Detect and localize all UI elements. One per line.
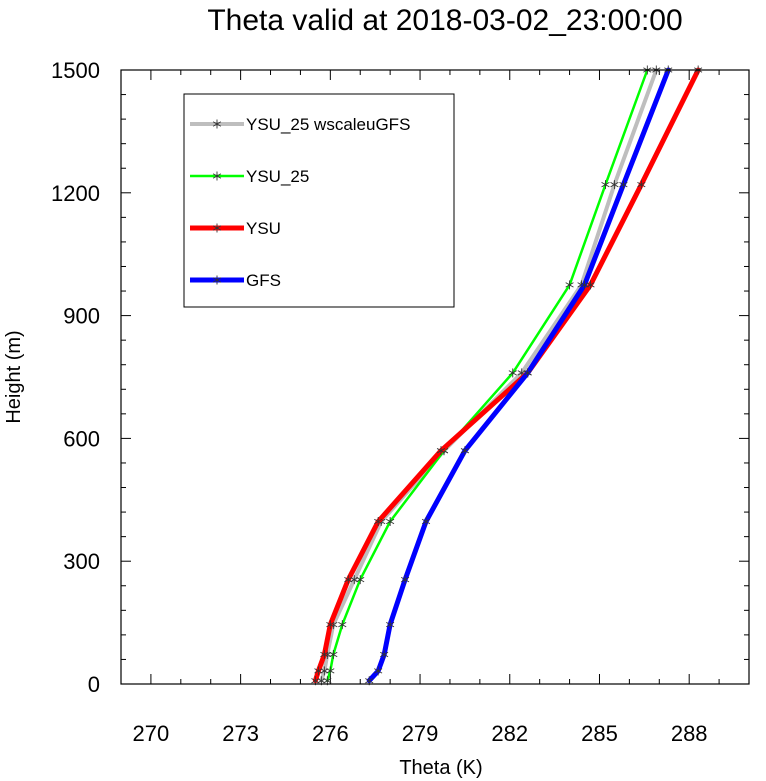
chart-title: Theta valid at 2018-03-02_23:00:00 xyxy=(207,4,682,37)
data-point-marker xyxy=(400,575,410,585)
x-tick-label: 276 xyxy=(312,721,349,746)
data-point-marker xyxy=(523,368,532,378)
series-3 xyxy=(365,65,673,686)
y-tick-label: 1200 xyxy=(51,181,100,206)
y-tick-label: 1500 xyxy=(51,58,100,83)
legend-entry: YSU_25 xyxy=(190,167,309,186)
y-axis-title: Height (m) xyxy=(3,330,25,423)
legend-label: GFS xyxy=(246,271,281,290)
legend-label: YSU xyxy=(246,219,281,238)
data-point-marker xyxy=(421,516,431,526)
data-point-marker xyxy=(580,280,589,290)
x-tick-label: 285 xyxy=(581,721,618,746)
axis-ticks: 270 273 276 279 282 285 288 0 300 600 900 1200 1500 xyxy=(51,58,750,746)
data-point-marker xyxy=(610,180,619,190)
legend-marker xyxy=(212,171,222,181)
data-point-marker xyxy=(329,650,338,660)
data-point-marker xyxy=(460,446,470,456)
data-point-marker xyxy=(320,650,329,660)
legend: YSU_25 wscaleuGFS YSU_25 YSU GFS xyxy=(183,93,455,308)
legend-marker xyxy=(212,223,222,233)
x-tick-label: 279 xyxy=(402,721,439,746)
data-point-marker xyxy=(386,620,395,630)
y-tick-label: 300 xyxy=(63,549,100,574)
legend-label: YSU_25 xyxy=(246,167,309,186)
series-1 xyxy=(323,65,652,686)
data-point-marker xyxy=(326,666,335,676)
data-point-marker xyxy=(601,180,610,190)
data-point-marker xyxy=(356,575,365,585)
x-tick-label: 282 xyxy=(491,721,528,746)
series-lines xyxy=(311,65,703,686)
legend-entry: GFS xyxy=(190,271,281,290)
plot-frame xyxy=(120,69,750,685)
data-point-marker xyxy=(344,575,353,585)
data-point-marker xyxy=(326,620,335,630)
data-point-marker xyxy=(436,446,446,456)
x-tick-label: 288 xyxy=(671,721,708,746)
x-tick-label: 273 xyxy=(222,721,259,746)
legend-entry: YSU_25 wscaleuGFS xyxy=(190,115,410,134)
data-point-marker xyxy=(314,666,323,676)
data-point-marker xyxy=(637,180,646,190)
data-point-marker xyxy=(374,516,383,526)
legend-label: YSU_25 wscaleuGFS xyxy=(246,115,410,134)
data-point-marker xyxy=(565,280,574,290)
data-point-marker xyxy=(508,368,517,378)
y-tick-label: 600 xyxy=(63,426,100,451)
x-axis-title: Theta (K) xyxy=(399,757,482,779)
data-point-marker xyxy=(619,180,628,190)
legend-box xyxy=(183,93,455,308)
legend-marker xyxy=(212,119,222,129)
legend-entry: YSU xyxy=(190,219,281,238)
y-tick-label: 0 xyxy=(88,672,100,697)
data-point-marker xyxy=(380,650,389,660)
y-tick-label: 900 xyxy=(63,304,100,329)
data-point-marker xyxy=(338,620,347,630)
data-point-marker xyxy=(374,666,383,676)
data-point-marker xyxy=(386,516,395,526)
legend-marker xyxy=(212,275,222,285)
x-tick-label: 270 xyxy=(133,721,170,746)
